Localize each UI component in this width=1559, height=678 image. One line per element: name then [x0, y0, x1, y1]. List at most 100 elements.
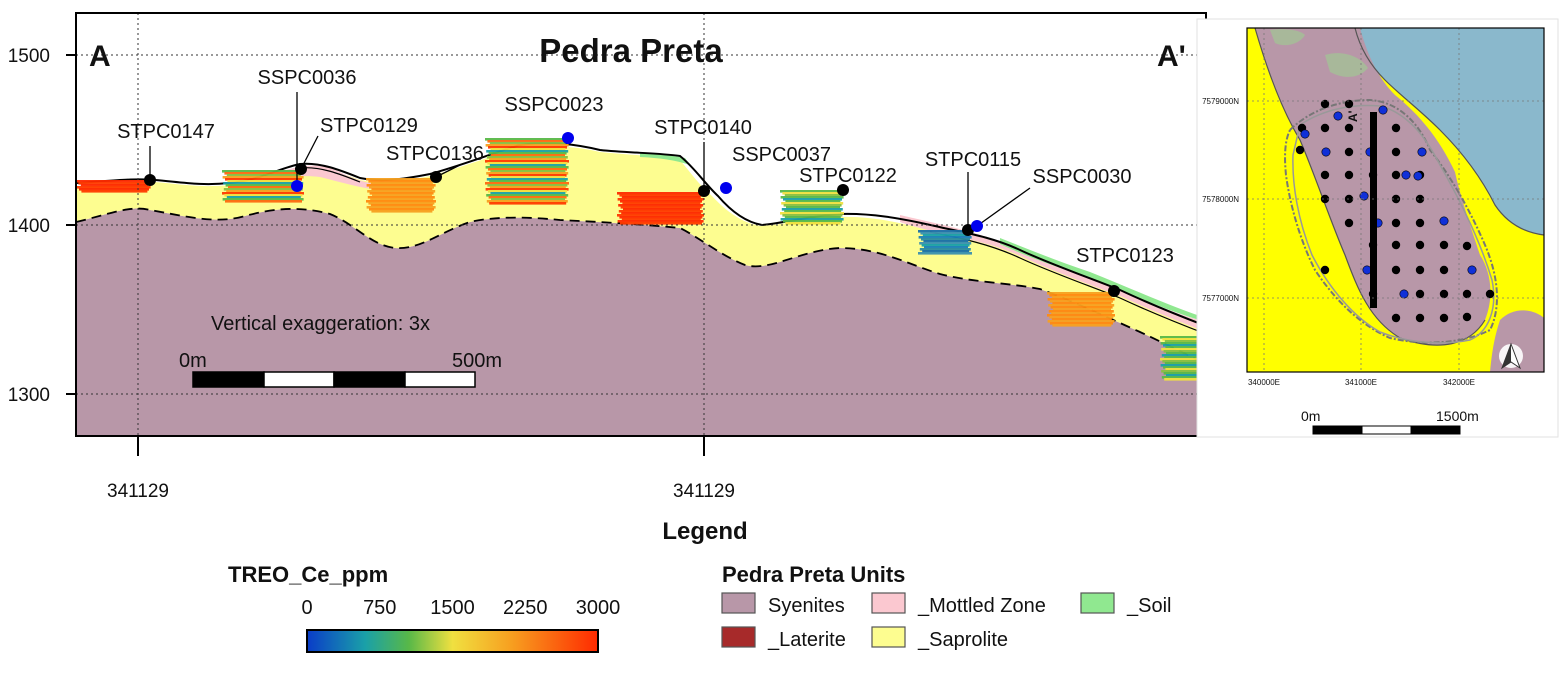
map-x-tick-label: 342000E	[1443, 378, 1475, 387]
inset-map-panel: 7579000N 7578000N 7577000N 340000E 34100…	[1196, 18, 1559, 438]
map-collar-sspc	[1321, 147, 1331, 157]
legend-swatch	[871, 626, 906, 648]
drill-hole-stpc0147: STPC0147	[117, 121, 215, 186]
map-y-tick-label: 7578000N	[1202, 195, 1239, 204]
hole-collar-marker	[291, 180, 303, 192]
map-collar-stpc	[1391, 147, 1401, 157]
hole-label: SSPC0036	[258, 67, 357, 89]
map-scale-bar	[1312, 425, 1461, 435]
map-scale-start-label: 0m	[1301, 408, 1320, 424]
hole-label: STPC0147	[117, 121, 215, 143]
section-scale-bar	[192, 371, 476, 388]
section-title: Pedra Preta	[539, 32, 723, 69]
legend-item: _Mottled Zone	[871, 592, 1046, 617]
hole-leader-line	[300, 135, 319, 170]
map-collar-stpc	[1295, 145, 1305, 155]
map-collar-sspc	[1333, 111, 1343, 121]
scale-bar-start-label: 0m	[179, 350, 207, 372]
hole-collar-marker	[1108, 285, 1120, 297]
map-collar-sspc	[1413, 171, 1423, 181]
map-collar-stpc	[1485, 289, 1495, 299]
y-tick-label: 1300	[8, 385, 50, 406]
map-collar-sspc	[1401, 170, 1411, 180]
map-collar-stpc	[1391, 123, 1401, 133]
assay-bar-group	[485, 138, 569, 205]
map-collar-stpc	[1320, 194, 1330, 204]
assay-bars	[76, 138, 1206, 381]
x-tick-label: 341129	[107, 481, 169, 502]
hole-collar-marker	[295, 163, 307, 175]
hole-collar-marker	[971, 220, 983, 232]
map-collar-stpc	[1462, 289, 1472, 299]
map-collar-stpc	[1462, 312, 1472, 322]
section-grid	[76, 13, 1206, 436]
map-collar-sspc	[1467, 265, 1477, 275]
hole-label: SSPC0023	[505, 94, 604, 116]
hole-label: STPC0136	[386, 143, 484, 165]
assay-bar-group	[617, 192, 704, 225]
cross-section-panel: 1500 1400 1300 341129 341129 Pedra Preta…	[8, 12, 1207, 502]
section-x-axis: 341129 341129	[107, 436, 735, 502]
map-collar-stpc	[1320, 99, 1330, 109]
map-collar-stpc	[1320, 123, 1330, 133]
map-collar-stpc	[1320, 265, 1330, 275]
units-legend-title: Pedra Preta Units	[722, 562, 905, 587]
legend-item: _Saprolite	[871, 626, 1008, 651]
map-collar-stpc	[1439, 265, 1449, 275]
map-collar-stpc	[1415, 289, 1425, 299]
map-x-tick-label: 340000E	[1248, 378, 1280, 387]
legend-swatch	[871, 592, 906, 614]
map-section-label: A'	[1346, 110, 1360, 122]
drill-hole-stpc0140: STPC0140	[654, 117, 752, 197]
inset-map-grid	[1247, 28, 1544, 372]
legend-item-label: _Mottled Zone	[917, 595, 1046, 617]
drill-hole-sspc0030: SSPC0030	[971, 166, 1131, 232]
drill-holes: STPC0147 SSPC0036 STPC0129 STPC0136 SSPC0023…	[117, 67, 1174, 297]
hole-collar-marker	[698, 185, 710, 197]
hole-leader-line	[976, 187, 1031, 227]
hole-label: STPC0140	[654, 117, 752, 139]
map-collar-stpc	[1344, 218, 1354, 228]
assay-bar-group	[1160, 336, 1206, 381]
legend-swatch	[1080, 592, 1115, 614]
map-collar-stpc	[1391, 218, 1401, 228]
map-collar-stpc	[1415, 194, 1425, 204]
colorbar-tick-label: 1500	[430, 597, 475, 619]
map-collar-stpc	[1415, 240, 1425, 250]
map-collar-stpc	[1439, 313, 1449, 323]
section-end-left: A	[89, 40, 111, 73]
legend-item: Syenites	[721, 592, 845, 617]
map-collar-sspc	[1300, 129, 1310, 139]
drill-hole-sspc0036: SSPC0036	[258, 67, 357, 192]
hole-label: STPC0115	[925, 149, 1021, 171]
legend-item: _Laterite	[721, 626, 846, 651]
legend: Legend TREO_Ce_ppm 0 750 1500 2250 3000 Pedr…	[228, 518, 1171, 653]
assay-bar-group	[1047, 292, 1115, 327]
legend-title: Legend	[662, 518, 747, 545]
hole-collar-marker	[837, 184, 849, 196]
colorbar-tick-label: 3000	[576, 597, 621, 619]
legend-item-label: Syenites	[768, 595, 845, 617]
saprolite-unit	[76, 146, 1206, 364]
drill-hole-stpc0136: STPC0136	[386, 143, 484, 183]
map-collar-stpc	[1415, 218, 1425, 228]
map-collar-stpc	[1439, 289, 1449, 299]
assay-bar-group	[366, 178, 436, 213]
assay-bar-group	[76, 180, 151, 193]
map-collar-stpc	[1344, 123, 1354, 133]
hole-collar-marker	[962, 224, 974, 236]
legend-item-label: _Soil	[1126, 595, 1171, 617]
map-collar-sspc	[1359, 191, 1369, 201]
legend-swatch	[721, 592, 756, 614]
north-arrow-icon	[1499, 342, 1523, 370]
assay-bar-group	[780, 190, 844, 225]
map-collar-stpc	[1344, 147, 1354, 157]
inset-map-frame	[1246, 27, 1545, 373]
section-end-right: A'	[1157, 40, 1186, 73]
hole-collar-marker	[144, 174, 156, 186]
inset-map-collars	[1295, 99, 1495, 323]
scale-bar-end-label: 500m	[452, 350, 502, 372]
map-collar-sspc	[1378, 105, 1388, 115]
hole-label: STPC0123	[1076, 245, 1174, 267]
map-collar-sspc	[1417, 147, 1427, 157]
